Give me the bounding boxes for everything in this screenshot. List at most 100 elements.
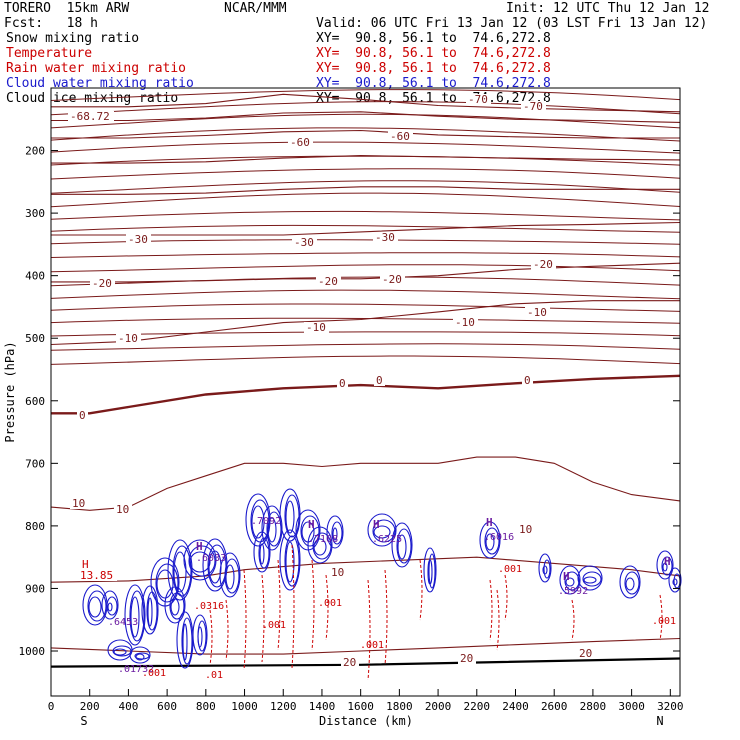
isotherm-line [50, 180, 681, 194]
cloud-water-contour [130, 596, 140, 638]
isotherm-label: 20 [341, 656, 359, 669]
label-bg [525, 307, 550, 318]
isotherm-label: -60 [388, 130, 413, 143]
cloud-water-contour [167, 539, 193, 601]
isotherm-line [50, 89, 681, 101]
cloud-water-contour [543, 559, 551, 579]
cloud-water-contour [583, 576, 597, 584]
isotherm-label-text: 10 [72, 497, 85, 510]
cloud-max-label: .5992 [558, 586, 588, 597]
rain-water-contour [225, 599, 229, 661]
isotherm--20 [51, 262, 681, 283]
isotherm-label-text: 10 [116, 503, 129, 516]
rain-label: .0316 [194, 601, 224, 612]
isotherm-label-text: -20 [92, 277, 112, 290]
cloud-water-contour [542, 565, 548, 575]
cloud-water-contour [331, 521, 343, 545]
label-bg [90, 278, 115, 289]
cloud-water-contour [307, 526, 333, 564]
cloud-water-contour [313, 538, 327, 556]
isotherm-label: -30 [292, 236, 317, 249]
isotherm-label: -30 [373, 231, 398, 244]
cloud-water-contour [661, 556, 673, 576]
x-tick-label: 800 [196, 700, 216, 713]
cloud-water-contour [662, 562, 668, 572]
y-tick-label: 500 [25, 332, 45, 345]
cloud-water-contour [225, 564, 235, 590]
cloud-max-label: .7108 [308, 534, 338, 545]
cloud-water-contour [397, 534, 407, 560]
cloud-water-contour [559, 565, 581, 595]
x-tick-label: 0 [48, 700, 55, 713]
cloud-water-contour [479, 521, 501, 559]
cloud-water-contour [373, 525, 391, 539]
cloud-water-contour [668, 567, 682, 593]
legend-snow-name: Snow mixing ratio [6, 31, 140, 46]
cloud-max-label: .6225 [372, 534, 402, 545]
cloud-water-contour [150, 557, 180, 607]
cloud-water-contour [129, 646, 151, 664]
label-bg [77, 410, 88, 421]
isotherm-label: -70 [521, 100, 546, 113]
isotherm-line [50, 303, 681, 312]
isotherm-label-text: -70 [523, 100, 543, 113]
isotherm-label-text: -68.72 [70, 110, 110, 123]
rain-water-contour [291, 544, 295, 669]
cloud-water-contour [285, 541, 295, 583]
rain-water-contour [311, 559, 315, 651]
y-tick-label: 800 [25, 520, 45, 533]
x-end-label-north: N [656, 714, 663, 728]
cloud-water-contour [332, 527, 338, 541]
isotherm-10 [50, 556, 681, 583]
cloud-water-contour [285, 500, 295, 534]
rain-label: .001 [498, 564, 522, 575]
rain-water-contour [659, 594, 663, 641]
cloud-water-contour [251, 505, 265, 539]
cloud-water-contour [172, 545, 192, 597]
cloud-water-contour [267, 517, 277, 543]
label-bg [80, 559, 91, 570]
legend-temperature-name: Temperature [6, 46, 93, 61]
isotherm-line [50, 276, 681, 287]
label-bg [288, 137, 313, 148]
cloud-water-contour [391, 522, 413, 568]
isotherm--10 [50, 300, 680, 346]
isotherm-20 [50, 637, 681, 655]
rain-water-contour [243, 569, 247, 671]
isotherm--60 [51, 93, 681, 113]
x-tick-label: 3200 [657, 700, 684, 713]
isotherm-label: -10 [304, 321, 329, 334]
isotherm-line [50, 252, 681, 258]
forecast-hour: Fcst: 18 h [4, 16, 98, 31]
x-tick-label: 1200 [270, 700, 297, 713]
cloud-max-label: .6033 [196, 553, 226, 564]
label-bg [114, 504, 132, 515]
cloud-water-contour [135, 653, 145, 661]
isotherm-label: 0 [374, 374, 385, 387]
cloud-water-contour [170, 598, 180, 616]
isotherm-label-text: -10 [455, 316, 475, 329]
rain-water-contour [384, 569, 388, 666]
cloud-water-contour [427, 559, 433, 585]
rain-water-contour [367, 579, 371, 681]
isotherm-label: -20 [531, 258, 556, 271]
cloud-water-contour [224, 558, 240, 594]
isotherm-line [50, 101, 681, 116]
isotherm-label-text: -30 [294, 236, 314, 249]
rain-water-contour [496, 589, 500, 651]
isotherm-label-text: 0 [524, 374, 531, 387]
cloud-water-contour [284, 535, 300, 587]
cloud-water-contour [261, 505, 283, 551]
legend-snow-xy: XY= 90.8, 56.1 to 74.6,272.8 [316, 31, 551, 46]
y-tick-label: 200 [25, 145, 45, 158]
rain-water-contour [277, 559, 281, 651]
cloud-water-contour [619, 565, 641, 599]
isotherm-line [50, 264, 681, 273]
isotherm-label-text: -20 [382, 273, 402, 286]
y-tick-label: 400 [25, 270, 45, 283]
label-bg [458, 653, 476, 664]
cloud-water-contour [656, 550, 674, 580]
isotherm-label: 0 [77, 409, 88, 422]
cloud-high-marker: H [486, 516, 493, 529]
